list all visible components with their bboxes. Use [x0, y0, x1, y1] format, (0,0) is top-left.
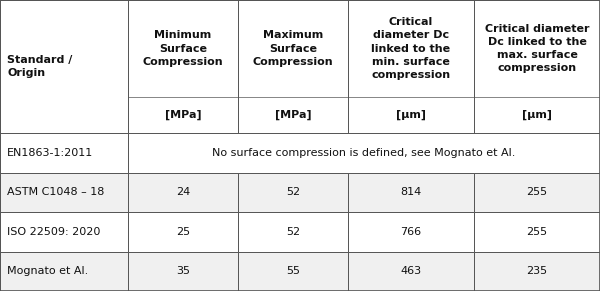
Text: 235: 235 — [526, 266, 548, 276]
Text: Critical diameter
Dᴄ linked to the
max. surface
compression: Critical diameter Dᴄ linked to the max. … — [485, 24, 589, 73]
Bar — [0, 212, 128, 251]
Bar — [0, 251, 128, 291]
Bar — [238, 212, 348, 251]
Bar — [128, 251, 238, 291]
Bar — [474, 173, 600, 212]
Bar — [474, 0, 600, 133]
Bar — [238, 173, 348, 212]
Text: 35: 35 — [176, 266, 190, 276]
Bar — [128, 212, 238, 251]
Bar — [0, 133, 128, 173]
Text: [µm]: [µm] — [522, 110, 552, 120]
Text: [MPa]: [MPa] — [275, 110, 311, 120]
Text: 766: 766 — [400, 227, 422, 237]
Text: 55: 55 — [286, 266, 300, 276]
Bar — [128, 0, 238, 133]
Text: 52: 52 — [286, 187, 300, 197]
Text: 814: 814 — [400, 187, 422, 197]
Text: Critical
diameter Dᴄ
linked to the
min. surface
compression: Critical diameter Dᴄ linked to the min. … — [371, 17, 451, 80]
Bar — [348, 212, 474, 251]
Bar — [348, 173, 474, 212]
Bar — [238, 0, 348, 133]
Text: ASTM C1048 – 18: ASTM C1048 – 18 — [7, 187, 104, 197]
Text: 52: 52 — [286, 227, 300, 237]
Bar — [348, 251, 474, 291]
Bar — [238, 251, 348, 291]
Bar — [0, 173, 128, 212]
Text: [MPa]: [MPa] — [164, 110, 202, 120]
Text: Standard /
Origin: Standard / Origin — [7, 55, 73, 78]
Bar — [0, 0, 128, 133]
Text: 255: 255 — [526, 227, 548, 237]
Text: 255: 255 — [526, 187, 548, 197]
Text: Mognato et Al.: Mognato et Al. — [7, 266, 88, 276]
Bar — [128, 173, 238, 212]
Text: 25: 25 — [176, 227, 190, 237]
Bar — [474, 212, 600, 251]
Text: ISO 22509: 2020: ISO 22509: 2020 — [7, 227, 100, 237]
Text: 24: 24 — [176, 187, 190, 197]
Text: [µm]: [µm] — [396, 110, 426, 120]
Text: Minimum
Surface
Compression: Minimum Surface Compression — [143, 30, 223, 67]
Text: No surface compression is defined, see Mognato et Al.: No surface compression is defined, see M… — [212, 148, 515, 158]
Text: EN1863-1:2011: EN1863-1:2011 — [7, 148, 93, 158]
Bar — [128, 133, 600, 173]
Bar — [348, 0, 474, 133]
Bar — [474, 251, 600, 291]
Text: Maximum
Surface
Compression: Maximum Surface Compression — [253, 30, 334, 67]
Text: 463: 463 — [400, 266, 422, 276]
